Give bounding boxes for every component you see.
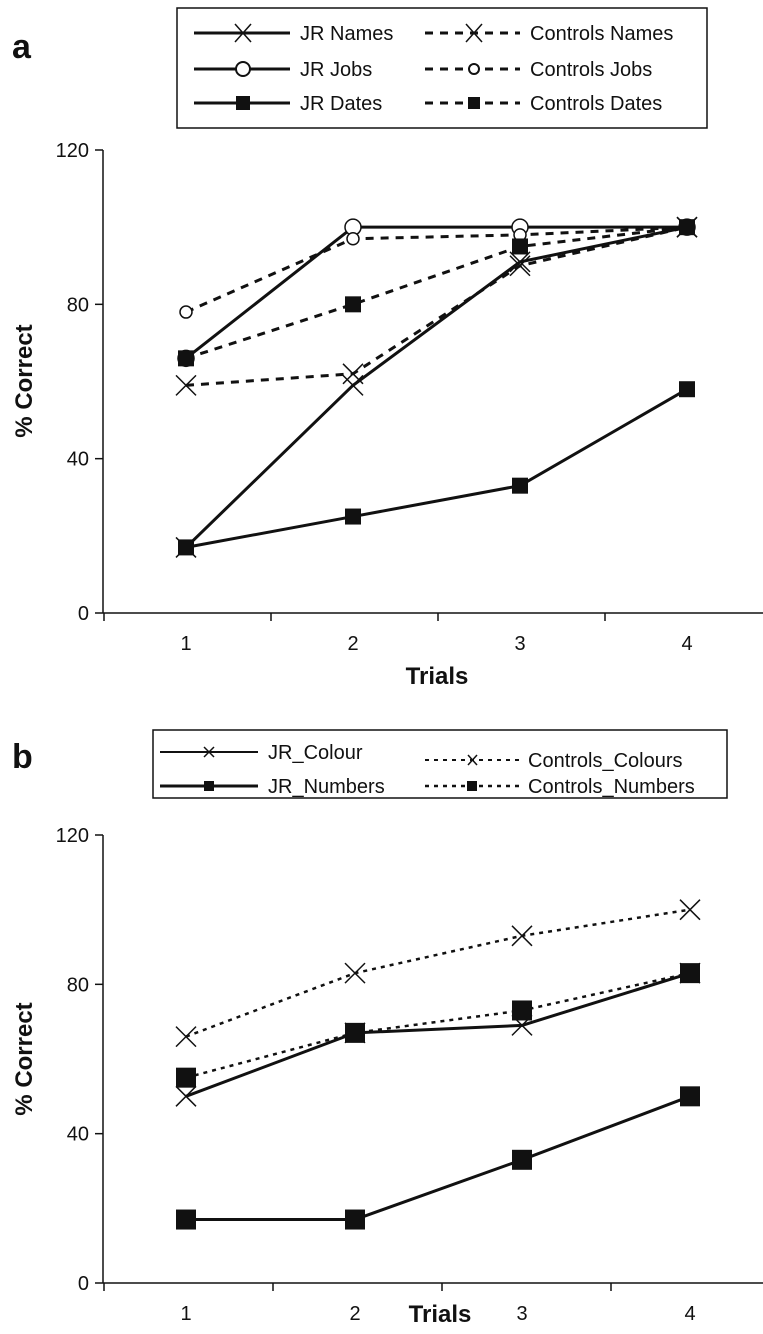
panel-b-xtick-label-4: 4 xyxy=(684,1303,695,1325)
legend-a-jr-jobs-label: JR Jobs xyxy=(300,59,372,81)
legend-b-jr-numbers-marker xyxy=(204,781,214,791)
panel-b-y-title: % Correct xyxy=(11,1002,38,1115)
data-point-controls-colours-1-stroke2 xyxy=(175,1026,197,1048)
data-point-controls-numbers-4 xyxy=(680,963,700,984)
panel-a-xtick-label-4: 4 xyxy=(681,633,692,655)
panel-a-xtick-label-3: 3 xyxy=(514,633,525,655)
series-line-controls-names xyxy=(185,225,688,387)
data-point-controls-names-3 xyxy=(509,255,531,277)
legend-a-jr-dates-marker xyxy=(236,96,250,110)
panel-a-ytick-label-0: 0 xyxy=(78,603,89,625)
panel-b: b JR_Colour JR_Numbers Controls_Colours … xyxy=(11,729,763,1328)
panel-b-legend: JR_Colour JR_Numbers Controls_Colours Co… xyxy=(160,742,695,798)
data-point-jr-numbers-3 xyxy=(512,1149,532,1170)
series-line-jr-numbers xyxy=(186,1094,691,1222)
panel-a-x-title: Trials xyxy=(406,663,469,690)
data-point-controls-names-1 xyxy=(175,374,197,396)
data-point-jr-names-3-stroke2 xyxy=(509,251,531,273)
legend-b-controls-numbers-marker xyxy=(467,781,477,791)
series-line-controls-dates xyxy=(185,225,688,360)
legend-a-controls-dates-marker xyxy=(468,97,480,109)
panel-a-ytick-label-80: 80 xyxy=(67,294,89,316)
panel-a-xtick-label-1: 1 xyxy=(180,633,191,655)
data-point-controls-colours-4-stroke2 xyxy=(679,899,701,921)
panel-a-y-title: % Correct xyxy=(11,324,38,437)
legend-b-controls-numbers-label: Controls_Numbers xyxy=(528,776,695,798)
series-line-controls-jobs xyxy=(185,225,688,314)
data-point-controls-jobs-1 xyxy=(179,305,193,319)
data-point-controls-numbers-3 xyxy=(512,1000,532,1021)
panel-a-legend: JR Names JR Jobs JR Dates Controls Names… xyxy=(194,23,673,115)
data-point-jr-names-2 xyxy=(342,374,364,396)
data-point-jr-numbers-1 xyxy=(176,1209,196,1230)
data-point-controls-numbers-2 xyxy=(345,1022,365,1043)
data-point-jr-colour-1-stroke2 xyxy=(175,1085,197,1107)
panel-b-ytick-label-0: 0 xyxy=(78,1273,89,1295)
data-point-controls-dates-4 xyxy=(679,219,695,236)
legend-b-controls-colours-marker xyxy=(467,754,478,766)
legend-b-jr-colour-label: JR_Colour xyxy=(268,742,363,764)
data-point-jr-dates-3 xyxy=(512,477,528,494)
data-point-controls-dates-2 xyxy=(345,296,361,313)
series-line-jr-names xyxy=(184,225,688,549)
data-point-controls-names-1-stroke2 xyxy=(175,374,197,396)
series-line-jr-colour xyxy=(185,971,691,1098)
panel-a-ticks: 0 40 80 120 1 2 3 4 xyxy=(56,140,693,655)
data-point-controls-colours-2 xyxy=(344,962,366,984)
data-point-controls-names-2 xyxy=(342,363,364,385)
data-point-jr-numbers-4 xyxy=(680,1086,700,1107)
legend-a-jr-names-marker xyxy=(234,23,252,43)
data-point-jr-dates-1 xyxy=(178,539,194,556)
panel-a-ytick-label-120: 120 xyxy=(56,140,89,162)
data-point-jr-names-2-stroke2 xyxy=(342,374,364,396)
data-point-controls-colours-3-stroke2 xyxy=(511,925,533,947)
data-point-controls-colours-4 xyxy=(679,899,701,921)
data-point-controls-dates-1 xyxy=(178,350,194,367)
data-point-controls-names-2-stroke2 xyxy=(342,363,364,385)
legend-b-jr-numbers-label: JR_Numbers xyxy=(268,776,385,798)
data-point-controls-numbers-1 xyxy=(176,1067,196,1088)
series-line-jr-dates xyxy=(185,387,688,549)
data-point-jr-dates-2 xyxy=(345,508,361,525)
series-line-controls-colours xyxy=(185,908,691,1038)
panel-a-xtick-label-2: 2 xyxy=(347,633,358,655)
panel-b-x-title: Trials xyxy=(409,1301,472,1328)
panel-b-ytick-label-40: 40 xyxy=(67,1124,89,1146)
legend-a-controls-names-label: Controls Names xyxy=(530,23,673,45)
legend-a-jr-names-label: JR Names xyxy=(300,23,393,45)
data-point-jr-dates-4 xyxy=(679,381,695,398)
legend-a-controls-jobs-marker xyxy=(468,63,480,75)
panel-a-letter: a xyxy=(12,28,32,66)
panel-b-letter: b xyxy=(12,738,33,776)
series-line-controls-numbers xyxy=(185,971,691,1079)
series-line-jr-jobs xyxy=(185,225,687,360)
panel-b-xtick-label-3: 3 xyxy=(516,1303,527,1325)
legend-b-jr-colour-marker xyxy=(203,746,215,758)
legend-a-controls-dates-label: Controls Dates xyxy=(530,93,662,115)
panel-a-ytick-label-40: 40 xyxy=(67,449,89,471)
panel-b-series xyxy=(175,899,701,1230)
data-point-jr-names-3 xyxy=(509,251,531,273)
data-point-controls-colours-1 xyxy=(175,1026,197,1048)
panel-a: a JR Names JR Jobs JR Dates Controls Nam… xyxy=(11,7,763,690)
legend-a-controls-jobs-label: Controls Jobs xyxy=(530,59,652,81)
panel-a-series xyxy=(175,216,698,558)
panel-b-ytick-label-80: 80 xyxy=(67,974,89,996)
data-point-jr-colour-1 xyxy=(175,1085,197,1107)
data-point-jr-numbers-2 xyxy=(345,1209,365,1230)
data-point-controls-jobs-2 xyxy=(346,231,360,246)
panel-b-xtick-label-2: 2 xyxy=(349,1303,360,1325)
data-point-controls-colours-3 xyxy=(511,925,533,947)
legend-a-controls-names-marker xyxy=(465,23,483,43)
data-point-controls-dates-3 xyxy=(512,238,528,255)
panel-b-ytick-label-120: 120 xyxy=(56,825,89,847)
legend-b-controls-colours-label: Controls_Colours xyxy=(528,750,683,772)
data-point-controls-names-3-stroke2 xyxy=(509,255,531,277)
panel-b-xtick-label-1: 1 xyxy=(180,1303,191,1325)
legend-a-jr-jobs-marker xyxy=(235,61,251,77)
panel-b-ticks: 0 40 80 120 1 2 3 4 xyxy=(56,825,696,1325)
data-point-controls-colours-2-stroke2 xyxy=(344,962,366,984)
legend-a-jr-dates-label: JR Dates xyxy=(300,93,382,115)
